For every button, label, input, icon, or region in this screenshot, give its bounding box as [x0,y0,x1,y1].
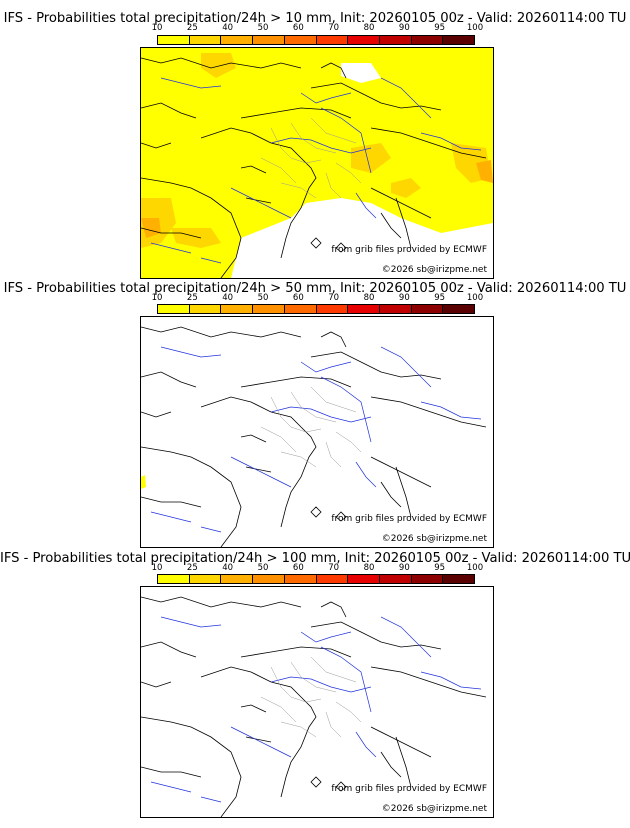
colorbar-tick-label: 90 [398,563,410,573]
colorbar-tick-label: 70 [328,563,340,573]
colorbar-swatch [189,36,222,44]
source-credit: from grib files provided by ECMWF [331,784,487,794]
colorbar-swatch [284,305,317,313]
colorbar-tick-label: 80 [363,293,375,303]
colorbar-swatch [316,575,349,583]
colorbar-swatch [221,36,254,44]
admin-boundaries [260,656,362,738]
colorbar-swatch [189,305,222,313]
colorbar-swatch [189,575,222,583]
colorbar-tick-label: 25 [186,563,198,573]
colorbar-tick-label: 40 [222,23,234,33]
colorbar-swatch [316,36,349,44]
panel-title: IFS - Probabilities total precipitation/… [3,281,627,296]
colorbar-tick-label: 25 [186,293,198,303]
colorbar-tick-label: 100 [466,563,484,573]
map-frame: from grib files provided by ECMWF ©2026 … [140,47,494,279]
coastlines-borders [141,326,487,547]
map-panel-100mm: IFS - Probabilities total precipitation/… [0,540,630,828]
colorbar-tick-label: 50 [257,563,269,573]
colorbar-swatch [253,305,285,313]
colorbar-tick-label: 60 [292,23,304,33]
rivers [150,616,482,803]
colorbar-swatch [443,575,475,583]
colorbar-tick-label: 95 [434,23,446,33]
colorbar-tick-label: 80 [363,563,375,573]
colorbar-swatch [443,305,475,313]
colorbar-swatch [443,36,475,44]
copyright-label: ©2026 sb@irizpme.net [381,265,487,275]
colorbar-swatch [253,575,285,583]
colorbar [157,574,475,584]
colorbar-tick-label: 70 [328,23,340,33]
colorbar-tick-label: 95 [434,563,446,573]
precipitation-map [141,326,487,547]
map-panel-10mm: IFS - Probabilities total precipitation/… [0,0,630,280]
panel-title: IFS - Probabilities total precipitation/… [3,11,627,26]
colorbar-tick-label: 100 [466,23,484,33]
colorbar-swatch [158,305,190,313]
colorbar-swatch [158,575,190,583]
map-frame: from grib files provided by ECMWF ©2026 … [140,586,494,818]
colorbar-tick-label: 100 [466,293,484,303]
colorbar-tick-label: 90 [398,23,410,33]
copyright-label: ©2026 sb@irizpme.net [381,534,487,544]
colorbar-swatch [348,36,380,44]
colorbar-swatch [348,575,380,583]
colorbar-swatch [284,575,317,583]
colorbar-swatch [284,36,317,44]
source-credit: from grib files provided by ECMWF [331,514,487,524]
colorbar-swatch [379,575,412,583]
colorbar-tick-label: 95 [434,293,446,303]
admin-boundaries [260,386,362,468]
colorbar-tick-label: 10 [151,563,163,573]
colorbar-ticks: 10 25 40 50 60 70 80 90 95 100 [152,563,484,573]
colorbar-swatch [411,36,444,44]
colorbar-ticks: 10 25 40 50 60 70 80 90 95 100 [152,293,484,303]
colorbar-tick-label: 10 [151,293,163,303]
copyright-label: ©2026 sb@irizpme.net [381,804,487,814]
colorbar-tick-label: 60 [292,563,304,573]
colorbar-swatch [379,36,412,44]
probability-fill-area [141,475,146,489]
colorbar [157,304,475,314]
precipitation-map [141,596,487,817]
colorbar-tick-label: 60 [292,293,304,303]
map-frame: from grib files provided by ECMWF ©2026 … [140,316,494,548]
precipitation-map [141,48,493,278]
map-panel-50mm: IFS - Probabilities total precipitation/… [0,270,630,550]
colorbar-swatch [316,305,349,313]
colorbar-swatch [411,575,444,583]
colorbar-tick-label: 70 [328,293,340,303]
colorbar-swatch [158,36,190,44]
colorbar-tick-label: 50 [257,293,269,303]
colorbar-tick-label: 90 [398,293,410,303]
colorbar-tick-label: 40 [222,293,234,303]
colorbar-tick-label: 80 [363,23,375,33]
colorbar-swatch [221,575,254,583]
source-credit: from grib files provided by ECMWF [331,245,487,255]
rivers [150,346,482,533]
admin-boundaries [260,117,362,199]
colorbar-ticks: 10 25 40 50 60 70 80 90 95 100 [152,23,484,33]
colorbar-swatch [253,36,285,44]
coastlines-borders [141,596,487,817]
rivers [150,77,482,264]
panel-title: IFS - Probabilities total precipitation/… [0,551,630,566]
colorbar-swatch [221,305,254,313]
colorbar-tick-label: 50 [257,23,269,33]
probability-fill-area [141,48,493,278]
colorbar-tick-label: 10 [151,23,163,33]
coastlines-borders [141,57,487,278]
colorbar-swatch [348,305,380,313]
colorbar-swatch [411,305,444,313]
colorbar [157,35,475,45]
colorbar-tick-label: 40 [222,563,234,573]
colorbar-swatch [379,305,412,313]
colorbar-tick-label: 25 [186,23,198,33]
